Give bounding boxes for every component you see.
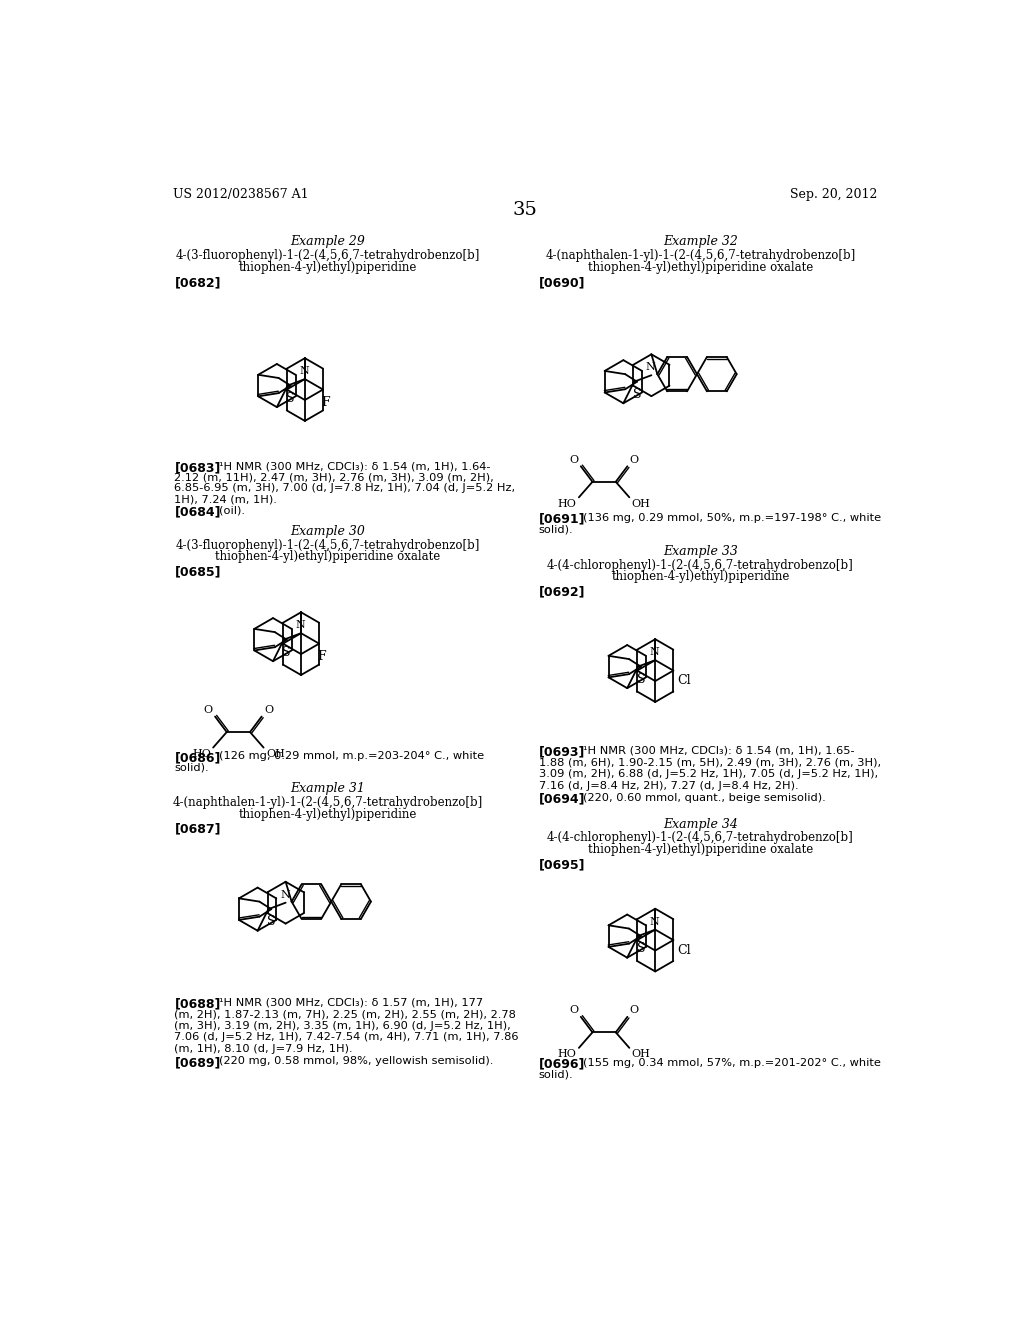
- Text: O: O: [569, 454, 579, 465]
- Text: (220 mg, 0.58 mmol, 98%, yellowish semisolid).: (220 mg, 0.58 mmol, 98%, yellowish semis…: [219, 1056, 494, 1067]
- Text: (136 mg, 0.29 mmol, 50%, m.p.=197-198° C., white: (136 mg, 0.29 mmol, 50%, m.p.=197-198° C…: [584, 512, 882, 523]
- Text: 1H), 7.24 (m, 1H).: 1H), 7.24 (m, 1H).: [174, 494, 278, 504]
- Text: 6.85-6.95 (m, 3H), 7.00 (d, J=7.8 Hz, 1H), 7.04 (d, J=5.2 Hz,: 6.85-6.95 (m, 3H), 7.00 (d, J=7.8 Hz, 1H…: [174, 483, 515, 494]
- Text: Example 32: Example 32: [663, 235, 738, 248]
- Text: 4-(3-fluorophenyl)-1-(2-(4,5,6,7-tetrahydrobenzo[b]: 4-(3-fluorophenyl)-1-(2-(4,5,6,7-tetrahy…: [175, 249, 480, 263]
- Text: S: S: [283, 645, 291, 659]
- Text: solid).: solid).: [174, 763, 209, 772]
- Text: [0694]: [0694]: [539, 793, 585, 807]
- Text: N: N: [299, 366, 309, 376]
- Text: S: S: [287, 392, 295, 405]
- Text: (m, 1H), 8.10 (d, J=7.9 Hz, 1H).: (m, 1H), 8.10 (d, J=7.9 Hz, 1H).: [174, 1044, 353, 1053]
- Text: [0692]: [0692]: [539, 586, 585, 599]
- Text: N: N: [649, 647, 659, 657]
- Text: HO: HO: [558, 499, 577, 510]
- Text: [0685]: [0685]: [174, 566, 221, 578]
- Text: S: S: [267, 915, 275, 928]
- Text: S: S: [637, 673, 645, 686]
- Text: Cl: Cl: [677, 944, 691, 957]
- Text: OH: OH: [632, 499, 650, 510]
- Text: Sep. 20, 2012: Sep. 20, 2012: [791, 187, 878, 201]
- Text: [0687]: [0687]: [174, 822, 221, 836]
- Text: (155 mg, 0.34 mmol, 57%, m.p.=201-202° C., white: (155 mg, 0.34 mmol, 57%, m.p.=201-202° C…: [584, 1057, 882, 1068]
- Text: Example 30: Example 30: [290, 525, 366, 539]
- Text: N: N: [295, 620, 305, 630]
- Text: N: N: [280, 890, 290, 900]
- Text: thiophen-4-yl)ethyl)piperidine: thiophen-4-yl)ethyl)piperidine: [239, 261, 417, 273]
- Text: thiophen-4-yl)ethyl)piperidine oxalate: thiophen-4-yl)ethyl)piperidine oxalate: [588, 843, 813, 855]
- Text: 4-(4-chlorophenyl)-1-(2-(4,5,6,7-tetrahydrobenzo[b]: 4-(4-chlorophenyl)-1-(2-(4,5,6,7-tetrahy…: [547, 558, 854, 572]
- Text: S: S: [633, 388, 641, 401]
- Text: O: O: [630, 454, 639, 465]
- Text: thiophen-4-yl)ethyl)piperidine: thiophen-4-yl)ethyl)piperidine: [239, 808, 417, 821]
- Text: Example 29: Example 29: [290, 235, 366, 248]
- Text: F: F: [321, 396, 330, 409]
- Text: (oil).: (oil).: [219, 506, 245, 516]
- Text: solid).: solid).: [539, 524, 573, 535]
- Text: (m, 2H), 1.87-2.13 (m, 7H), 2.25 (m, 2H), 2.55 (m, 2H), 2.78: (m, 2H), 1.87-2.13 (m, 7H), 2.25 (m, 2H)…: [174, 1010, 516, 1019]
- Text: OH: OH: [632, 1049, 650, 1060]
- Text: S: S: [637, 942, 645, 956]
- Text: 4-(3-fluorophenyl)-1-(2-(4,5,6,7-tetrahydrobenzo[b]: 4-(3-fluorophenyl)-1-(2-(4,5,6,7-tetrahy…: [175, 539, 480, 552]
- Text: 7.06 (d, J=5.2 Hz, 1H), 7.42-7.54 (m, 4H), 7.71 (m, 1H), 7.86: 7.06 (d, J=5.2 Hz, 1H), 7.42-7.54 (m, 4H…: [174, 1032, 519, 1043]
- Text: Cl: Cl: [677, 675, 691, 688]
- Text: 7.16 (d, J=8.4 Hz, 2H), 7.27 (d, J=8.4 Hz, 2H).: 7.16 (d, J=8.4 Hz, 2H), 7.27 (d, J=8.4 H…: [539, 780, 799, 791]
- Text: ¹H NMR (300 MHz, CDCl₃): δ 1.54 (m, 1H), 1.64-: ¹H NMR (300 MHz, CDCl₃): δ 1.54 (m, 1H),…: [219, 461, 490, 471]
- Text: [0696]: [0696]: [539, 1057, 585, 1071]
- Text: thiophen-4-yl)ethyl)piperidine oxalate: thiophen-4-yl)ethyl)piperidine oxalate: [588, 261, 813, 273]
- Text: N: N: [646, 362, 655, 372]
- Text: [0684]: [0684]: [174, 506, 221, 519]
- Text: thiophen-4-yl)ethyl)piperidine oxalate: thiophen-4-yl)ethyl)piperidine oxalate: [215, 550, 440, 564]
- Text: (m, 3H), 3.19 (m, 2H), 3.35 (m, 1H), 6.90 (d, J=5.2 Hz, 1H),: (m, 3H), 3.19 (m, 2H), 3.35 (m, 1H), 6.9…: [174, 1020, 511, 1031]
- Text: O: O: [264, 705, 273, 715]
- Text: 35: 35: [512, 201, 538, 219]
- Text: (126 mg, 0.29 mmol, m.p.=203-204° C., white: (126 mg, 0.29 mmol, m.p.=203-204° C., wh…: [219, 751, 484, 762]
- Text: N: N: [649, 916, 659, 927]
- Text: thiophen-4-yl)ethyl)piperidine: thiophen-4-yl)ethyl)piperidine: [611, 570, 790, 583]
- Text: 3.09 (m, 2H), 6.88 (d, J=5.2 Hz, 1H), 7.05 (d, J=5.2 Hz, 1H),: 3.09 (m, 2H), 6.88 (d, J=5.2 Hz, 1H), 7.…: [539, 770, 878, 779]
- Text: Example 34: Example 34: [663, 817, 738, 830]
- Text: [0688]: [0688]: [174, 998, 221, 1011]
- Text: O: O: [569, 1006, 579, 1015]
- Text: O: O: [204, 705, 213, 715]
- Text: [0693]: [0693]: [539, 746, 585, 759]
- Text: [0682]: [0682]: [174, 276, 221, 289]
- Text: [0695]: [0695]: [539, 858, 585, 871]
- Text: HO: HO: [558, 1049, 577, 1060]
- Text: US 2012/0238567 A1: US 2012/0238567 A1: [173, 187, 308, 201]
- Text: HO: HO: [191, 750, 211, 759]
- Text: 2.12 (m, 11H), 2.47 (m, 3H), 2.76 (m, 3H), 3.09 (m, 2H),: 2.12 (m, 11H), 2.47 (m, 3H), 2.76 (m, 3H…: [174, 473, 495, 483]
- Text: F: F: [317, 649, 326, 663]
- Text: 4-(naphthalen-1-yl)-1-(2-(4,5,6,7-tetrahydrobenzo[b]: 4-(naphthalen-1-yl)-1-(2-(4,5,6,7-tetrah…: [173, 796, 482, 809]
- Text: ¹H NMR (300 MHz, CDCl₃): δ 1.57 (m, 1H), 177: ¹H NMR (300 MHz, CDCl₃): δ 1.57 (m, 1H),…: [219, 998, 483, 1007]
- Text: OH: OH: [266, 750, 285, 759]
- Text: [0690]: [0690]: [539, 276, 585, 289]
- Text: 4-(4-chlorophenyl)-1-(2-(4,5,6,7-tetrahydrobenzo[b]: 4-(4-chlorophenyl)-1-(2-(4,5,6,7-tetrahy…: [547, 832, 854, 845]
- Text: [0691]: [0691]: [539, 512, 585, 525]
- Text: solid).: solid).: [539, 1069, 573, 1080]
- Text: [0689]: [0689]: [174, 1056, 221, 1069]
- Text: (220, 0.60 mmol, quant., beige semisolid).: (220, 0.60 mmol, quant., beige semisolid…: [584, 793, 826, 803]
- Text: Example 33: Example 33: [663, 545, 738, 558]
- Text: [0686]: [0686]: [174, 751, 221, 764]
- Text: O: O: [630, 1006, 639, 1015]
- Text: 4-(naphthalen-1-yl)-1-(2-(4,5,6,7-tetrahydrobenzo[b]: 4-(naphthalen-1-yl)-1-(2-(4,5,6,7-tetrah…: [545, 249, 855, 263]
- Text: ¹H NMR (300 MHz, CDCl₃): δ 1.54 (m, 1H), 1.65-: ¹H NMR (300 MHz, CDCl₃): δ 1.54 (m, 1H),…: [584, 746, 855, 756]
- Text: [0683]: [0683]: [174, 461, 221, 474]
- Text: Example 31: Example 31: [290, 781, 366, 795]
- Text: 1.88 (m, 6H), 1.90-2.15 (m, 5H), 2.49 (m, 3H), 2.76 (m, 3H),: 1.88 (m, 6H), 1.90-2.15 (m, 5H), 2.49 (m…: [539, 758, 881, 767]
